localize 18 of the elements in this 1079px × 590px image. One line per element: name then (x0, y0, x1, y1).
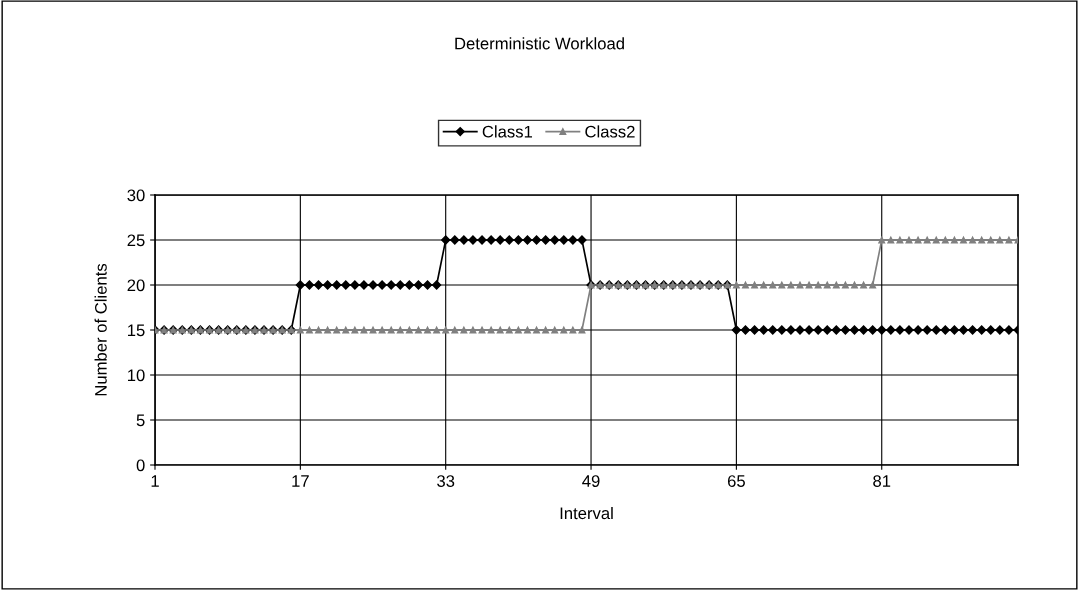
y-tick-label: 15 (128, 324, 145, 337)
y-tick-label: 25 (127, 234, 145, 247)
y-tick-label: 5 (136, 414, 145, 427)
x-tick-label: 81 (873, 475, 891, 487)
x-tick-label: 65 (727, 475, 745, 487)
x-tick-label: 49 (582, 475, 600, 487)
y-axis-title: Number of Clients (94, 263, 107, 396)
x-tick-label: 33 (437, 475, 455, 487)
x-tick-label: 17 (292, 475, 309, 487)
legend-label: Class1 (482, 125, 533, 138)
y-tick-label: 20 (127, 279, 145, 292)
legend-label: Class2 (585, 125, 635, 138)
y-tick-label: 30 (127, 189, 145, 202)
x-tick-label: 1 (151, 475, 159, 487)
x-axis-title: Interval (560, 506, 613, 520)
chart-title: Deterministic Workload (455, 37, 624, 50)
y-tick-label: 0 (136, 459, 145, 472)
y-tick-label: 10 (128, 369, 145, 382)
